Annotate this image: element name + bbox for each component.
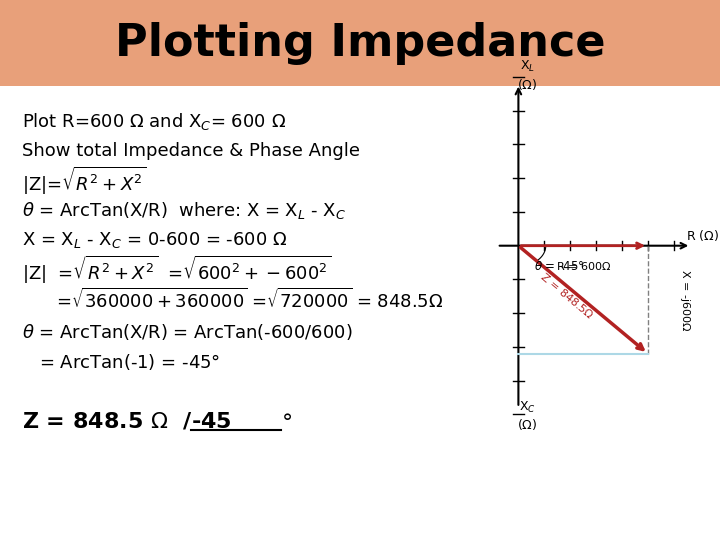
Text: |Z|  =$\sqrt{R^2 + X^2}$  =$\sqrt{600^2 + -600^2}$: |Z| =$\sqrt{R^2 + X^2}$ =$\sqrt{600^2 + … <box>22 254 331 286</box>
Text: Show total Impedance & Phase Angle: Show total Impedance & Phase Angle <box>22 142 359 160</box>
Text: X$_L$
($\Omega$): X$_L$ ($\Omega$) <box>517 59 537 92</box>
Text: X$_C$
($\Omega$): X$_C$ ($\Omega$) <box>517 400 537 432</box>
Text: Plotting Impedance: Plotting Impedance <box>114 22 606 65</box>
Text: X = X$_L$ - X$_C$ = 0-600 = -600 $\Omega$: X = X$_L$ - X$_C$ = 0-600 = -600 $\Omega… <box>22 230 287 251</box>
Text: $\theta$ = -45°: $\theta$ = -45° <box>534 260 585 273</box>
Text: R = 600$\Omega$: R = 600$\Omega$ <box>556 260 611 272</box>
Text: $\theta$ = ArcTan(X/R)  where: X = X$_L$ - X$_C$: $\theta$ = ArcTan(X/R) where: X = X$_L$ … <box>22 200 346 221</box>
Text: Z = 848.5$\Omega$: Z = 848.5$\Omega$ <box>539 269 596 321</box>
Text: = ArcTan(-1) = -45$\degree$: = ArcTan(-1) = -45$\degree$ <box>22 352 220 372</box>
Text: Z = 848.5 $\Omega$  /-45: Z = 848.5 $\Omega$ /-45 <box>22 411 231 431</box>
Text: $\theta$ = ArcTan(X/R) = ArcTan(-600/600): $\theta$ = ArcTan(X/R) = ArcTan(-600/600… <box>22 322 352 342</box>
Text: $\degree$: $\degree$ <box>281 411 292 431</box>
Text: Plot R=600 $\Omega$ and X$_C$= 600 $\Omega$: Plot R=600 $\Omega$ and X$_C$= 600 $\Ome… <box>22 111 286 132</box>
Text: X = -j600$\Omega$: X = -j600$\Omega$ <box>678 268 693 331</box>
Bar <box>0 0 720 86</box>
Text: |Z|=$\sqrt{R^2 + X^2}$: |Z|=$\sqrt{R^2 + X^2}$ <box>22 165 146 197</box>
Text: =$\sqrt{360000 + 360000}$ =$\sqrt{720000}$ = 848.5$\Omega$: =$\sqrt{360000 + 360000}$ =$\sqrt{720000… <box>22 288 443 312</box>
Text: R ($\Omega$): R ($\Omega$) <box>685 228 719 244</box>
